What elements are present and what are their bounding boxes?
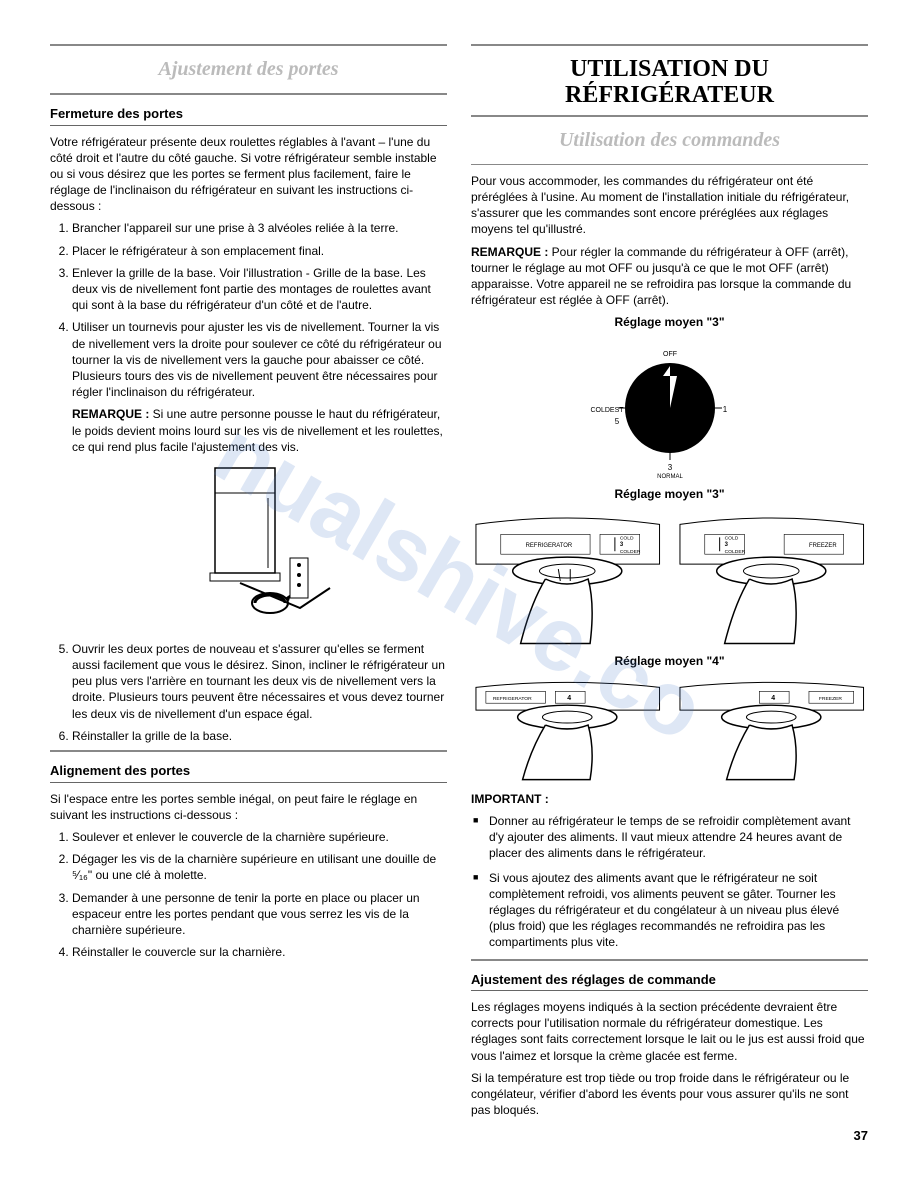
step-item: Brancher l'appareil sur une prise à 3 al… xyxy=(72,220,447,236)
step-item: Dégager les vis de la charnière supérieu… xyxy=(72,851,447,883)
svg-text:COLDER: COLDER xyxy=(724,549,745,555)
svg-text:OFF: OFF xyxy=(663,351,677,358)
figure-fridge-leveling xyxy=(72,463,447,633)
section-title-ajustement: Ajustement des portes xyxy=(50,56,447,83)
divider xyxy=(50,93,447,95)
divider xyxy=(471,115,868,117)
subhead-fermeture: Fermeture des portes xyxy=(50,105,447,123)
important-label: IMPORTANT : xyxy=(471,791,868,807)
divider xyxy=(50,44,447,46)
important-item: Si vous ajoutez des aliments avant que l… xyxy=(489,870,868,951)
figure-caption: Réglage moyen "3" xyxy=(471,314,868,330)
remarque-label: REMARQUE : xyxy=(72,407,149,421)
svg-text:COLDER: COLDER xyxy=(620,549,641,555)
main-title-line2: RÉFRIGÉRATEUR xyxy=(565,82,774,108)
svg-text:REFRIGERATOR: REFRIGERATOR xyxy=(526,543,573,549)
remarque-label: REMARQUE : xyxy=(471,245,548,259)
panel-refrigerator-icon: REFRIGERATOR COLD 3 COLDER xyxy=(471,509,665,649)
svg-text:REFRIGERATOR: REFRIGERATOR xyxy=(493,696,532,702)
svg-text:4: 4 xyxy=(567,695,571,702)
paragraph: Les réglages moyens indiqués à la sectio… xyxy=(471,999,868,1064)
section-title-commandes: Utilisation des commandes xyxy=(471,127,868,154)
svg-text:1: 1 xyxy=(722,405,727,414)
paragraph: Si l'espace entre les portes semble inég… xyxy=(50,791,447,823)
important-list: Donner au réfrigérateur le temps de se r… xyxy=(471,813,868,951)
figure-panels-4: REFRIGERATOR 4 FREEZER 4 xyxy=(471,675,868,785)
subhead-ajustement-reglages: Ajustement des réglages de commande xyxy=(471,971,868,989)
divider xyxy=(471,959,868,961)
svg-text:FREEZER: FREEZER xyxy=(808,543,836,549)
important-item: Donner au réfrigérateur le temps de se r… xyxy=(489,813,868,862)
figure-dial: OFF COLDEST 5 1 3 NORMAL xyxy=(471,338,868,478)
step-item: Enlever la grille de la base. Voir l'ill… xyxy=(72,265,447,314)
svg-text:4: 4 xyxy=(771,695,775,702)
subhead-alignement: Alignement des portes xyxy=(50,762,447,780)
step-item: Réinstaller le couvercle sur la charnièr… xyxy=(72,944,447,960)
svg-text:FREEZER: FREEZER xyxy=(818,696,842,702)
step-text: Utiliser un tournevis pour ajuster les v… xyxy=(72,320,442,399)
paragraph: Votre réfrigérateur présente deux roulet… xyxy=(50,134,447,215)
svg-text:3: 3 xyxy=(667,463,672,472)
figure-caption: Réglage moyen "3" xyxy=(471,486,868,502)
figure-panels-3: REFRIGERATOR COLD 3 COLDER FREEZER COLD … xyxy=(471,509,868,649)
step-item: Réinstaller la grille de la base. xyxy=(72,728,447,744)
figure-caption: Réglage moyen "4" xyxy=(471,653,868,669)
divider xyxy=(471,990,868,991)
page-columns: Ajustement des portes Fermeture des port… xyxy=(50,40,868,1124)
step-item: Ouvrir les deux portes de nouveau et s'a… xyxy=(72,641,447,722)
paragraph: Si la température est trop tiède ou trop… xyxy=(471,1070,868,1119)
steps-list-2: Soulever et enlever le couvercle de la c… xyxy=(50,829,447,960)
right-column: UTILISATION DU RÉFRIGÉRATEUR Utilisation… xyxy=(471,40,868,1124)
left-column: Ajustement des portes Fermeture des port… xyxy=(50,40,447,1124)
remarque: REMARQUE : Pour régler la commande du ré… xyxy=(471,244,868,309)
divider xyxy=(50,750,447,752)
divider xyxy=(471,44,868,46)
svg-text:5: 5 xyxy=(614,417,619,426)
panel-freezer-4-icon: FREEZER 4 xyxy=(675,675,869,785)
divider xyxy=(471,164,868,165)
svg-text:COLD: COLD xyxy=(620,535,634,541)
step-item: Utiliser un tournevis pour ajuster les v… xyxy=(72,319,447,633)
remarque: REMARQUE : Si une autre personne pousse … xyxy=(72,406,447,455)
divider xyxy=(50,125,447,126)
paragraph: Pour vous accommoder, les commandes du r… xyxy=(471,173,868,238)
main-title-line1: UTILISATION DU xyxy=(570,56,769,82)
svg-text:NORMAL: NORMAL xyxy=(657,474,683,478)
step-item: Demander à une personne de tenir la port… xyxy=(72,890,447,939)
steps-list-1: Brancher l'appareil sur une prise à 3 al… xyxy=(50,220,447,744)
divider xyxy=(50,782,447,783)
step-item: Placer le réfrigérateur à son emplacemen… xyxy=(72,243,447,259)
step-item: Soulever et enlever le couvercle de la c… xyxy=(72,829,447,845)
page-number: 37 xyxy=(854,1127,868,1145)
panel-freezer-icon: FREEZER COLD 3 COLDER xyxy=(675,509,869,649)
panel-refrigerator-4-icon: REFRIGERATOR 4 xyxy=(471,675,665,785)
main-title: UTILISATION DU RÉFRIGÉRATEUR xyxy=(471,56,868,109)
svg-text:COLD: COLD xyxy=(724,535,738,541)
